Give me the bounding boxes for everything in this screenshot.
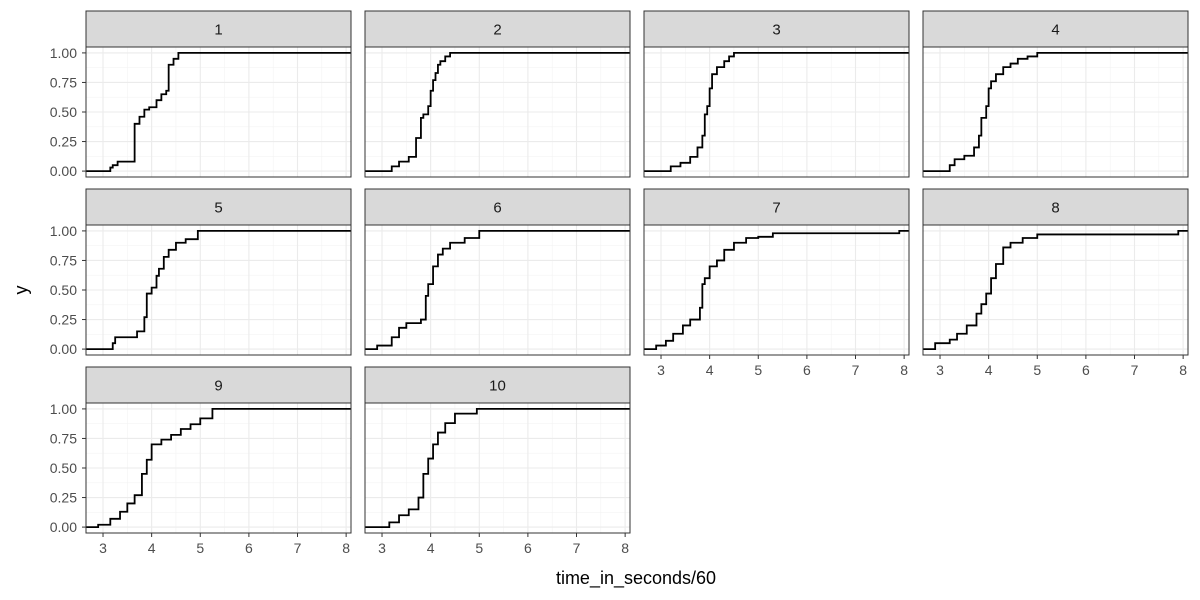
ecdf-step-line-6: [365, 230, 630, 350]
ecdf-step-line-3: [644, 52, 909, 172]
x-tick-label: 4: [148, 540, 156, 556]
facet-strip-label: 9: [214, 378, 222, 395]
facet-panel-9: 9 0.00 0.25 0.50 0.75 1.00 3 4 5 6 7 8: [50, 366, 352, 556]
x-tick-label: 7: [573, 540, 581, 556]
facet-strip-label: 10: [489, 378, 506, 395]
facet-strip: [364, 188, 631, 226]
y-tick-label: 0.50: [50, 460, 77, 476]
facet-panel-5: 5 0.00 0.25 0.50 0.75 1.00: [50, 188, 352, 357]
facet-panel-3: 3: [643, 10, 910, 178]
y-tick-label: 0.00: [50, 341, 77, 357]
facet-strip: [643, 10, 910, 48]
x-tick-label: 3: [936, 362, 944, 378]
x-tick-label: 8: [342, 540, 350, 556]
facet-strip-label: 4: [1051, 22, 1059, 39]
x-tick-label: 5: [1033, 362, 1041, 378]
x-tick-label: 8: [621, 540, 629, 556]
facet-strip-label: 6: [493, 200, 501, 217]
x-tick-label: 6: [245, 540, 253, 556]
x-tick-label: 7: [1131, 362, 1139, 378]
panel-border: [643, 224, 910, 356]
facet-panel-1: 1 0.00 0.25 0.50 0.75 1.00: [50, 10, 352, 179]
panel-border: [922, 46, 1189, 178]
facet-strip-label: 5: [214, 200, 222, 217]
facet-strip: [643, 188, 910, 226]
panel-border: [922, 224, 1189, 356]
y-tick-label: 1.00: [50, 223, 77, 239]
panel-border: [364, 46, 631, 178]
ecdf-step-line-1: [86, 52, 351, 172]
y-tick-label: 0.25: [50, 312, 77, 328]
ecdf-step-line-2: [365, 52, 630, 172]
y-tick-label: 0.25: [50, 134, 77, 150]
x-tick-label: 8: [900, 362, 908, 378]
facet-strip: [85, 10, 352, 48]
x-tick-label: 5: [196, 540, 204, 556]
y-tick-label: 1.00: [50, 401, 77, 417]
y-tick-label: 0.75: [50, 430, 77, 446]
y-tick-label: 0.75: [50, 74, 77, 90]
y-tick-label: 0.00: [50, 519, 77, 535]
facet-strip-label: 2: [493, 22, 501, 39]
facet-strip-label: 3: [772, 22, 780, 39]
panel-grid: [365, 403, 630, 533]
x-tick-label: 4: [706, 362, 714, 378]
x-tick-label: 4: [985, 362, 993, 378]
panel-border: [643, 46, 910, 178]
y-axis-title: y: [11, 286, 31, 295]
ecdf-step-line-8: [923, 230, 1188, 350]
facet-strip-label: 7: [772, 200, 780, 217]
y-tick-label: 0.25: [50, 490, 77, 506]
x-tick-label: 7: [852, 362, 860, 378]
x-tick-label: 4: [427, 540, 435, 556]
x-tick-label: 3: [99, 540, 107, 556]
panel-grid: [86, 403, 351, 533]
x-tick-label: 5: [475, 540, 483, 556]
ecdf-step-line-4: [923, 52, 1188, 172]
x-tick-label: 3: [657, 362, 665, 378]
facet-strip: [85, 188, 352, 226]
facet-panel-10: 10 3 4 5 6 7 8: [364, 366, 631, 556]
panel-grid: [644, 47, 909, 177]
y-tick-label: 1.00: [50, 45, 77, 61]
x-tick-label: 8: [1179, 362, 1187, 378]
x-tick-label: 3: [378, 540, 386, 556]
facet-panel-8: 8 3 4 5 6 7 8: [922, 188, 1189, 378]
facet-strip: [922, 188, 1189, 226]
x-tick-label: 5: [754, 362, 762, 378]
ecdf-step-line-7: [644, 230, 909, 350]
x-tick-label: 6: [1082, 362, 1090, 378]
x-axis-title: time_in_seconds/60: [556, 568, 716, 589]
panel-grid: [923, 225, 1188, 355]
facet-strip-label: 8: [1051, 200, 1059, 217]
facet-panel-6: 6: [364, 188, 631, 356]
panel-grid: [365, 47, 630, 177]
facet-strip-label: 1: [214, 22, 222, 39]
x-tick-label: 6: [803, 362, 811, 378]
panel-border: [364, 402, 631, 534]
y-tick-label: 0.50: [50, 282, 77, 298]
facet-panel-4: 4: [922, 10, 1189, 178]
facet-strip: [85, 366, 352, 404]
facet-panel-7: 7 3 4 5 6 7 8: [643, 188, 910, 378]
x-tick-label: 7: [294, 540, 302, 556]
x-tick-label: 6: [524, 540, 532, 556]
facet-strip: [922, 10, 1189, 48]
panel-grid: [644, 225, 909, 355]
y-tick-label: 0.00: [50, 163, 77, 179]
ecdf-step-line-10: [365, 408, 630, 528]
y-tick-label: 0.50: [50, 104, 77, 120]
panel-grid: [86, 225, 351, 355]
facet-panel-2: 2: [364, 10, 631, 178]
panel-border: [364, 224, 631, 356]
panel-grid: [86, 47, 351, 177]
y-tick-label: 0.75: [50, 252, 77, 268]
facet-panels: 1 0.00 0.25 0.50 0.75 1.00 2 3 4 5 0.00 0.25 0.50 0.7…: [50, 10, 1189, 556]
ecdf-step-line-9: [86, 408, 351, 528]
ecdf-step-line-5: [86, 230, 351, 350]
